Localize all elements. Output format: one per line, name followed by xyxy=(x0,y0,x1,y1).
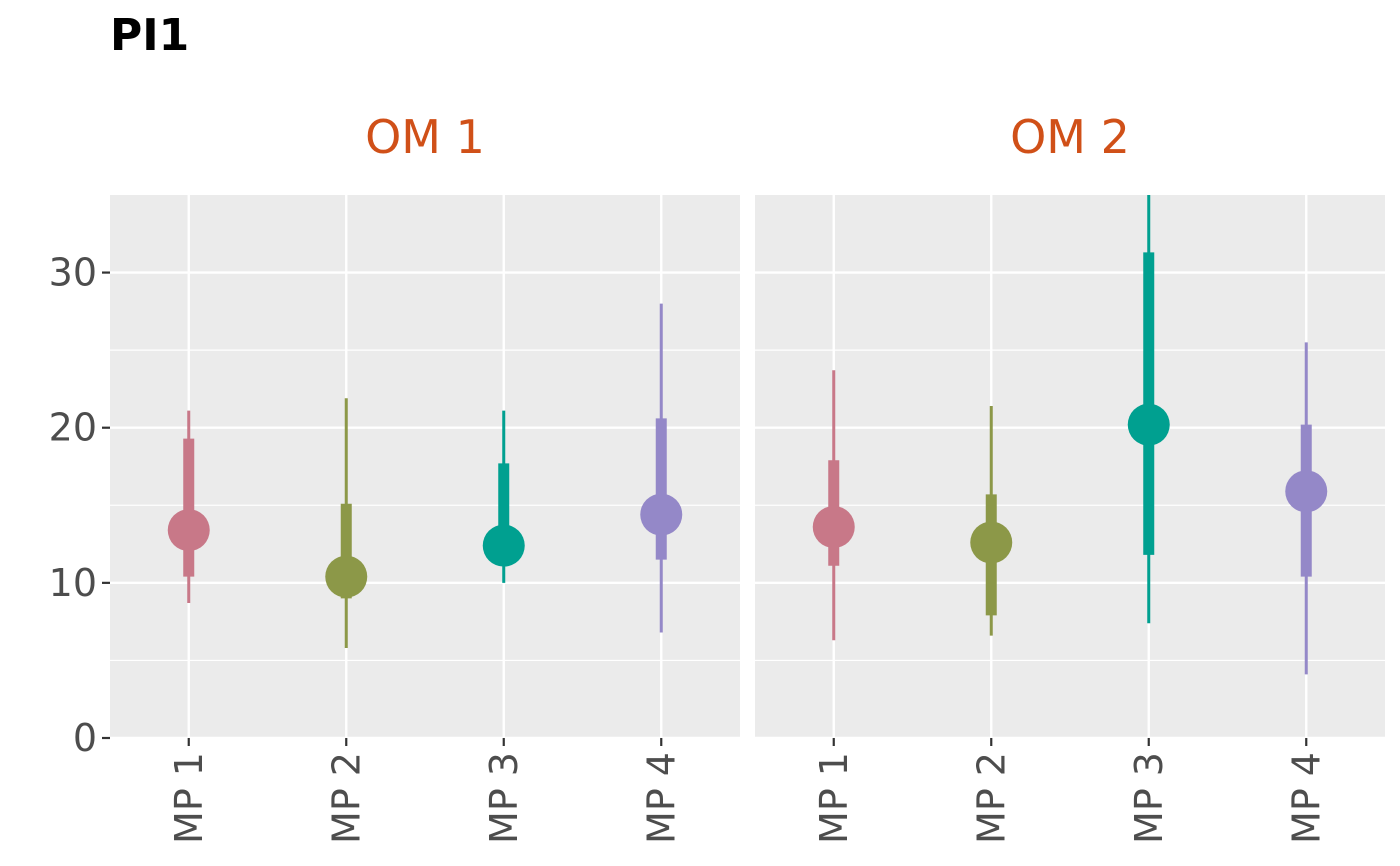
y-tick-label: 30 xyxy=(49,251,97,295)
x-tick-label: MP 3 xyxy=(482,752,526,844)
panel-marks xyxy=(167,303,683,649)
x-tick-label: MP 3 xyxy=(1127,752,1171,844)
x-tick-label: MP 4 xyxy=(639,752,683,844)
panel-background xyxy=(110,195,740,738)
y-tick-label: 0 xyxy=(73,716,97,760)
x-tick-label: MP 4 xyxy=(1284,752,1328,844)
panel-label-om1: OM 1 xyxy=(365,110,485,164)
x-tick-label: MP 2 xyxy=(324,752,368,844)
panel-marks xyxy=(812,195,1328,675)
plot-title: PI1 xyxy=(110,10,189,61)
y-tick-label: 10 xyxy=(49,561,97,605)
x-tick-label: MP 1 xyxy=(167,752,211,844)
median-point xyxy=(1285,470,1328,513)
median-point xyxy=(970,521,1013,564)
y-tick-label: 20 xyxy=(49,406,97,450)
median-point xyxy=(325,555,368,598)
median-point xyxy=(482,524,525,567)
plot-layer: 0 10 20 30 MP 1 MP 2 MP 3 MP 4 MP 1 MP 2 MP 3 MP 4 xyxy=(49,195,1385,844)
median-point xyxy=(640,493,683,536)
x-tick-label: MP 2 xyxy=(969,752,1013,844)
median-point xyxy=(167,509,210,552)
panel-background xyxy=(755,195,1385,738)
panel-label-om2: OM 2 xyxy=(1010,110,1130,164)
median-point xyxy=(812,506,855,549)
median-point xyxy=(1127,403,1170,446)
x-tick-label: MP 1 xyxy=(812,752,856,844)
